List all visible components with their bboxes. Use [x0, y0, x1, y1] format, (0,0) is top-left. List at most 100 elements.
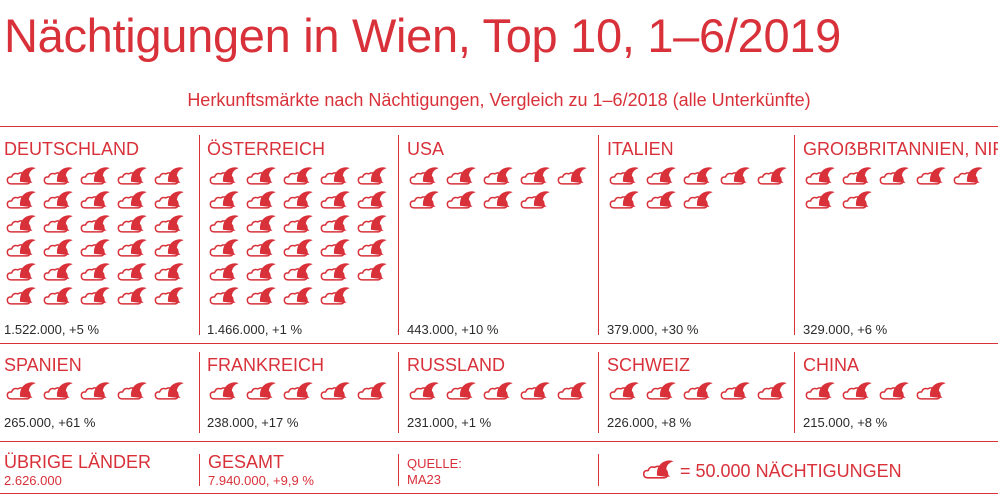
other-countries-value: 2.626.000 [4, 473, 62, 488]
moon-cloud-icon [757, 382, 787, 400]
country-label: CHINA [803, 355, 860, 375]
country-cell: FRANKREICH 238.000, +17 % [203, 344, 399, 441]
moon-cloud-icon [320, 382, 350, 400]
country-value: 1.466.000, +1 % [207, 322, 303, 337]
moon-cloud-icon [6, 215, 36, 233]
moon-cloud-icon [409, 191, 439, 209]
moon-cloud-icon [409, 167, 439, 185]
moon-cloud-icon [916, 382, 946, 400]
country-value: 226.000, +8 % [607, 415, 692, 430]
moon-cloud-icon [879, 167, 909, 185]
column-separator [398, 352, 399, 433]
legend: = 50.000 NÄCHTIGUNGEN [640, 458, 902, 484]
footer-separator-3 [598, 454, 599, 486]
moon-cloud-icon [683, 382, 713, 400]
moon-cloud-icon [283, 215, 313, 233]
divider-top [0, 126, 998, 127]
moon-cloud-icon [842, 382, 872, 400]
moon-cloud-icon [6, 191, 36, 209]
moon-cloud-icon [320, 287, 350, 305]
page-subtitle: Herkunftsmärkte nach Nächtigungen, Vergl… [187, 90, 811, 110]
moon-cloud-icon [357, 191, 387, 209]
moon-cloud-icon [154, 263, 184, 281]
country-value: 1.522.000, +5 % [4, 322, 100, 337]
moon-cloud-icon [154, 167, 184, 185]
moon-cloud-icon [609, 382, 639, 400]
moon-cloud-icon [246, 263, 276, 281]
moon-cloud-icon [6, 263, 36, 281]
moon-cloud-icon [117, 382, 147, 400]
moon-cloud-icon [283, 167, 313, 185]
moon-cloud-icon [43, 191, 73, 209]
country-cell: CHINA 215.000, +8 % [799, 344, 998, 441]
country-cell: RUSSLAND 231.000, +1 % [403, 344, 599, 441]
divider-row2 [0, 441, 998, 442]
moon-cloud-icon [640, 458, 676, 485]
moon-cloud-icon [246, 191, 276, 209]
moon-cloud-icon [646, 167, 676, 185]
moon-cloud-icon [246, 167, 276, 185]
country-cell: USA 443.000, +10 % [403, 127, 599, 343]
divider-bottom [0, 493, 998, 494]
moon-cloud-icon [683, 191, 713, 209]
moon-cloud-icon [483, 191, 513, 209]
legend-text: = 50.000 NÄCHTIGUNGEN [680, 461, 902, 481]
country-label: DEUTSCHLAND [4, 139, 140, 159]
moon-cloud-icon [43, 287, 73, 305]
moon-cloud-icon [43, 382, 73, 400]
moon-cloud-icon [805, 382, 835, 400]
source-value: MA23 [407, 472, 441, 487]
moon-cloud-icon [209, 167, 239, 185]
moon-cloud-icon [557, 167, 587, 185]
country-value: 215.000, +8 % [803, 415, 888, 430]
moon-cloud-icon [357, 239, 387, 257]
source-label: QUELLE: [407, 456, 462, 471]
moon-cloud-icon [154, 191, 184, 209]
country-value: 329.000, +6 % [803, 322, 888, 337]
country-cell: SPANIEN 265.000, +61 % [0, 344, 199, 441]
moon-cloud-icon [6, 239, 36, 257]
moon-cloud-icon [43, 263, 73, 281]
moon-cloud-icon [805, 167, 835, 185]
moon-cloud-icon [80, 287, 110, 305]
moon-cloud-icon [953, 167, 983, 185]
country-cell: DEUTSCHLAND 1.522.000, +5 % [0, 127, 199, 343]
moon-cloud-icon [80, 382, 110, 400]
moon-cloud-icon [117, 239, 147, 257]
other-countries-label: ÜBRIGE LÄNDER [4, 452, 152, 472]
moon-cloud-icon [117, 287, 147, 305]
moon-cloud-icon [916, 167, 946, 185]
moon-cloud-icon [117, 215, 147, 233]
country-label: USA [407, 139, 445, 159]
moon-cloud-icon [246, 287, 276, 305]
moon-cloud-icon [154, 215, 184, 233]
country-label: RUSSLAND [407, 355, 506, 375]
column-separator [598, 352, 599, 433]
moon-cloud-icon [283, 287, 313, 305]
moon-cloud-icon [357, 167, 387, 185]
moon-cloud-icon [520, 382, 550, 400]
moon-cloud-icon [209, 287, 239, 305]
footer-separator-1 [199, 454, 200, 486]
moon-cloud-icon [320, 167, 350, 185]
moon-cloud-icon [209, 263, 239, 281]
country-label: ITALIEN [607, 139, 674, 159]
country-value: 231.000, +1 % [407, 415, 492, 430]
moon-cloud-icon [357, 382, 387, 400]
moon-cloud-icon [483, 167, 513, 185]
country-label: GROẞBRITANNIEN, NIR [803, 139, 998, 159]
moon-cloud-icon [879, 382, 909, 400]
moon-cloud-icon [446, 191, 476, 209]
country-label: SPANIEN [4, 355, 82, 375]
moon-cloud-icon [80, 263, 110, 281]
moon-cloud-icon [357, 215, 387, 233]
moon-cloud-icon [117, 263, 147, 281]
moon-cloud-icon [246, 215, 276, 233]
moon-cloud-icon [283, 382, 313, 400]
moon-cloud-icon [842, 167, 872, 185]
moon-cloud-icon [409, 382, 439, 400]
moon-cloud-icon [720, 382, 750, 400]
moon-cloud-icon [209, 382, 239, 400]
moon-cloud-icon [320, 239, 350, 257]
moon-cloud-icon [357, 263, 387, 281]
